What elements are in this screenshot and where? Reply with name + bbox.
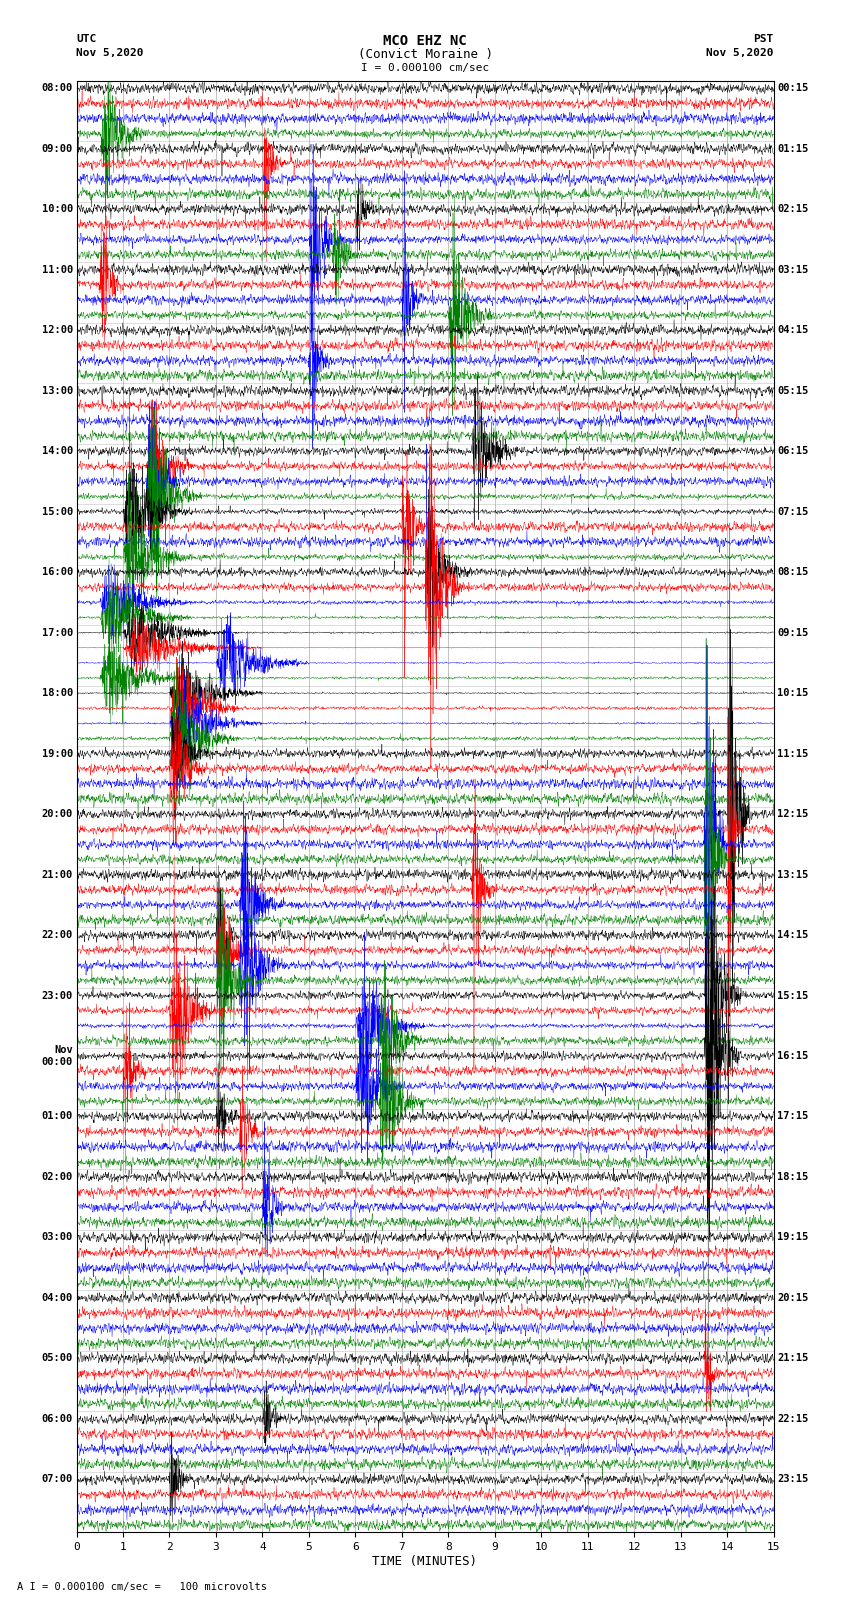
Text: 07:15: 07:15: [777, 506, 808, 516]
Text: 18:00: 18:00: [42, 689, 73, 698]
Text: 18:15: 18:15: [777, 1173, 808, 1182]
Text: 19:00: 19:00: [42, 748, 73, 758]
Text: 20:00: 20:00: [42, 810, 73, 819]
Text: 13:00: 13:00: [42, 386, 73, 395]
Text: 12:00: 12:00: [42, 326, 73, 336]
Text: 15:15: 15:15: [777, 990, 808, 1000]
Text: 19:15: 19:15: [777, 1232, 808, 1242]
Text: A I = 0.000100 cm/sec =   100 microvolts: A I = 0.000100 cm/sec = 100 microvolts: [17, 1582, 267, 1592]
Text: 17:00: 17:00: [42, 627, 73, 637]
Text: 13:15: 13:15: [777, 869, 808, 879]
Text: (Convict Moraine ): (Convict Moraine ): [358, 48, 492, 61]
Text: Nov
00:00: Nov 00:00: [42, 1045, 73, 1066]
Text: 23:00: 23:00: [42, 990, 73, 1000]
Text: 05:15: 05:15: [777, 386, 808, 395]
Text: 21:15: 21:15: [777, 1353, 808, 1363]
Text: 06:15: 06:15: [777, 447, 808, 456]
Text: 09:15: 09:15: [777, 627, 808, 637]
Text: PST: PST: [753, 34, 774, 44]
Text: 03:15: 03:15: [777, 265, 808, 274]
Text: 12:15: 12:15: [777, 810, 808, 819]
Text: 17:15: 17:15: [777, 1111, 808, 1121]
Text: 00:15: 00:15: [777, 84, 808, 94]
Text: MCO EHZ NC: MCO EHZ NC: [383, 34, 467, 48]
Text: 04:15: 04:15: [777, 326, 808, 336]
X-axis label: TIME (MINUTES): TIME (MINUTES): [372, 1555, 478, 1568]
Text: 03:00: 03:00: [42, 1232, 73, 1242]
Text: 09:00: 09:00: [42, 144, 73, 153]
Text: 07:00: 07:00: [42, 1474, 73, 1484]
Text: I = 0.000100 cm/sec: I = 0.000100 cm/sec: [361, 63, 489, 73]
Text: 05:00: 05:00: [42, 1353, 73, 1363]
Text: 22:00: 22:00: [42, 931, 73, 940]
Text: UTC: UTC: [76, 34, 97, 44]
Text: 04:00: 04:00: [42, 1294, 73, 1303]
Text: 23:15: 23:15: [777, 1474, 808, 1484]
Text: 14:00: 14:00: [42, 447, 73, 456]
Text: 06:00: 06:00: [42, 1415, 73, 1424]
Text: 22:15: 22:15: [777, 1415, 808, 1424]
Text: 08:15: 08:15: [777, 568, 808, 577]
Text: 16:15: 16:15: [777, 1052, 808, 1061]
Text: 01:00: 01:00: [42, 1111, 73, 1121]
Text: 16:00: 16:00: [42, 568, 73, 577]
Text: 21:00: 21:00: [42, 869, 73, 879]
Text: 14:15: 14:15: [777, 931, 808, 940]
Text: 10:00: 10:00: [42, 205, 73, 215]
Text: Nov 5,2020: Nov 5,2020: [76, 48, 144, 58]
Text: 08:00: 08:00: [42, 84, 73, 94]
Text: 20:15: 20:15: [777, 1294, 808, 1303]
Text: Nov 5,2020: Nov 5,2020: [706, 48, 774, 58]
Text: 11:15: 11:15: [777, 748, 808, 758]
Text: 02:00: 02:00: [42, 1173, 73, 1182]
Text: 01:15: 01:15: [777, 144, 808, 153]
Text: 11:00: 11:00: [42, 265, 73, 274]
Text: 02:15: 02:15: [777, 205, 808, 215]
Text: 15:00: 15:00: [42, 506, 73, 516]
Text: 10:15: 10:15: [777, 689, 808, 698]
